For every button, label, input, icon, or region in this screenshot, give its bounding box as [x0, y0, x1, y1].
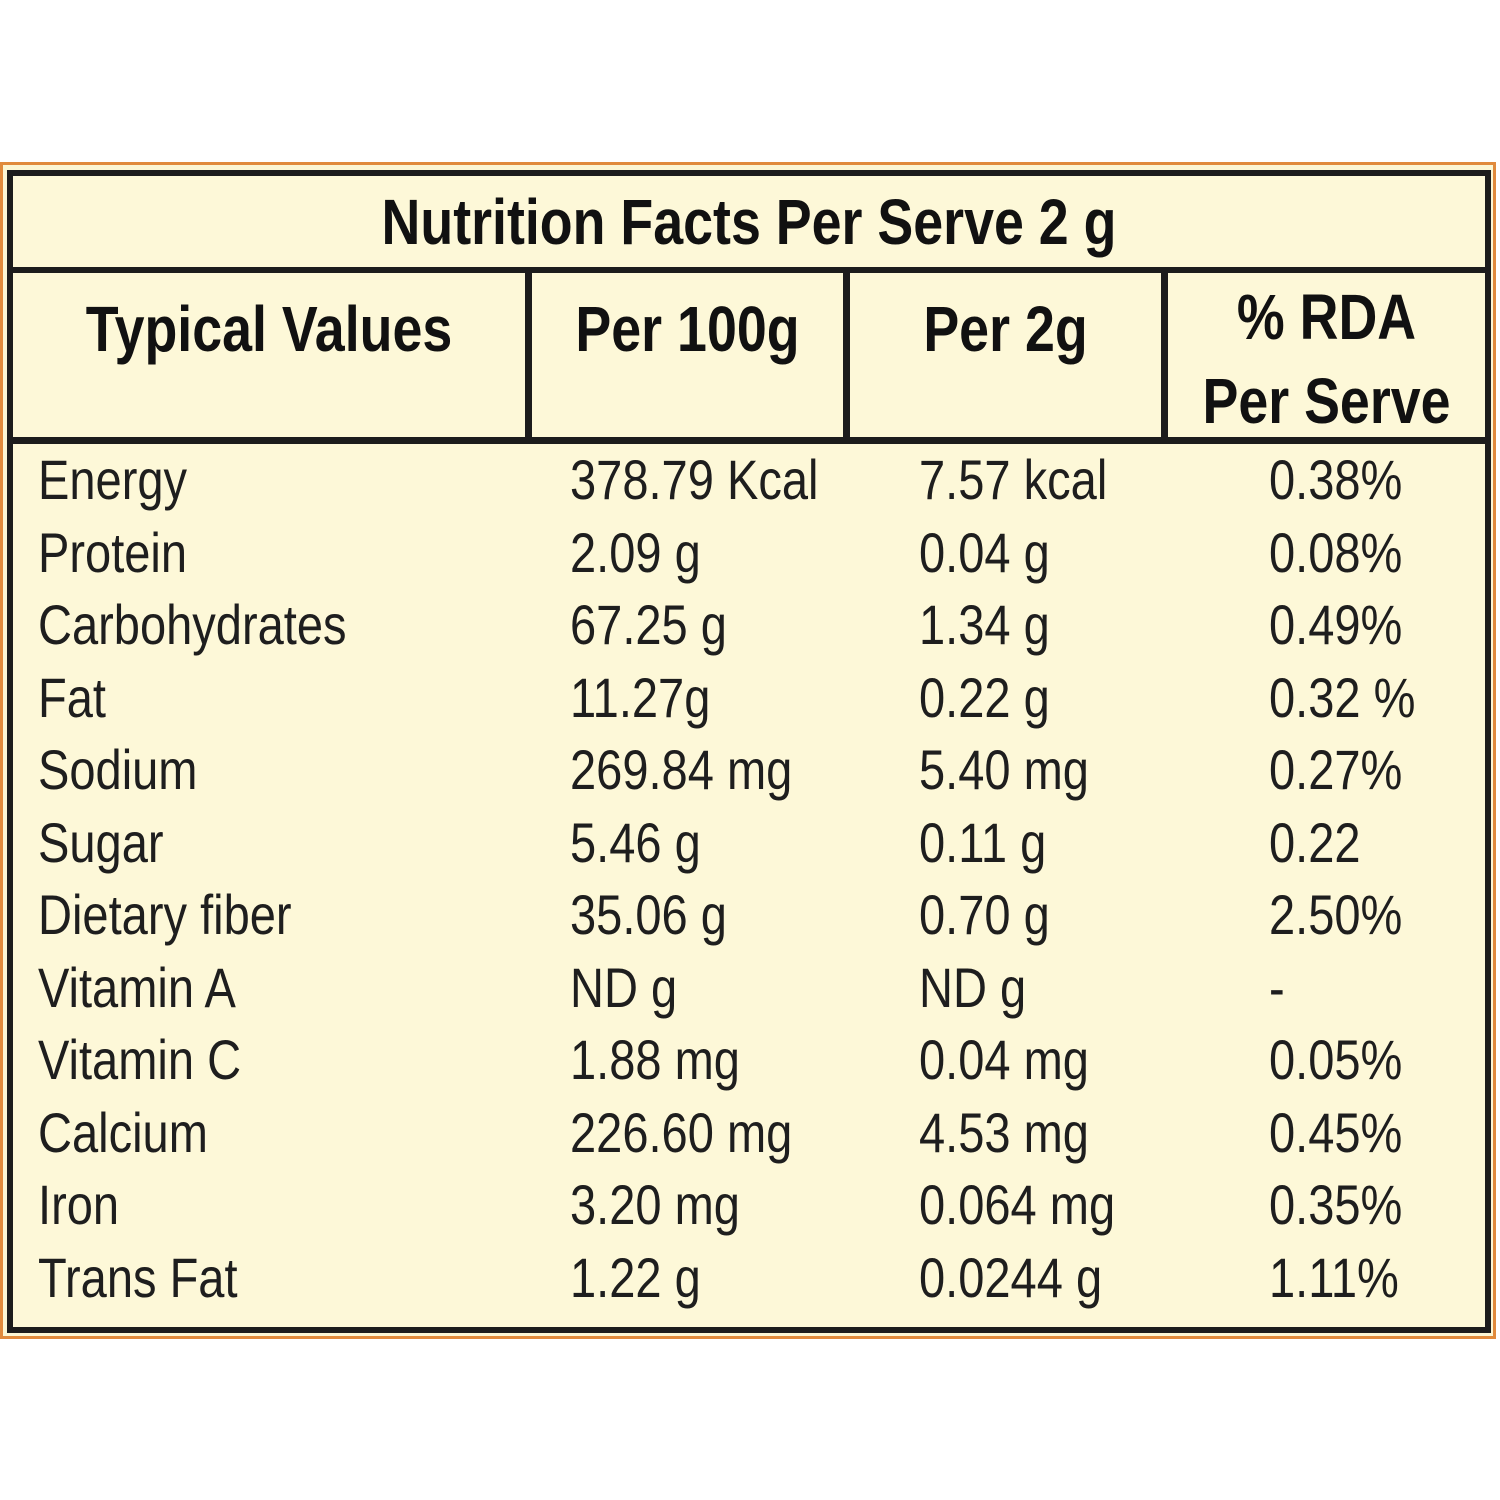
table-row: Vitamin C 1.88 mg 0.04 mg 0.05% — [13, 1024, 1485, 1097]
value-rda: 0.35% — [1269, 1173, 1403, 1236]
value-per-100g: 2.09 g — [570, 520, 701, 584]
value-rda: 0.22 — [1269, 810, 1361, 874]
value-per-100g: 226.60 mg — [570, 1100, 793, 1164]
table-row: Sodium 269.84 mg 5.40 mg 0.27% — [13, 734, 1485, 807]
nutrition-label-panel: Nutrition Facts Per Serve 2 g Typical Va… — [0, 162, 1496, 1339]
value-per-100g: ND g — [570, 955, 678, 1019]
value-per-2g: 1.34 g — [919, 593, 1050, 656]
value-per-100g: 3.20 mg — [570, 1173, 740, 1236]
header-row: Typical Values Per 100g Per 2g % RDA Per… — [13, 273, 1485, 444]
value-per-100g: 35.06 g — [570, 883, 727, 946]
table-row: Vitamin A ND g ND g - — [13, 952, 1485, 1025]
value-per-2g: 7.57 kcal — [919, 448, 1108, 511]
value-rda: - — [1269, 955, 1285, 1019]
value-per-100g: 5.46 g — [570, 810, 701, 874]
table-row: Carbohydrates 67.25 g 1.34 g 0.49% — [13, 589, 1485, 662]
nutrient-name: Vitamin C — [38, 1028, 242, 1091]
nutrient-name: Carbohydrates — [38, 593, 347, 656]
value-rda: 0.27% — [1269, 738, 1403, 801]
nutrient-name: Fat — [38, 665, 106, 729]
nutrient-name: Energy — [38, 448, 188, 511]
nutrient-name: Sodium — [38, 738, 198, 801]
value-rda: 0.32 % — [1269, 665, 1416, 729]
nutrient-name: Dietary fiber — [38, 883, 292, 946]
value-per-2g: 0.70 g — [919, 883, 1050, 946]
nutrition-facts-table: Nutrition Facts Per Serve 2 g Typical Va… — [7, 170, 1491, 1333]
nutrient-name: Calcium — [38, 1100, 208, 1164]
nutrient-name: Vitamin A — [38, 955, 236, 1019]
nutrient-name: Iron — [38, 1173, 120, 1236]
table-row: Trans Fat 1.22 g 0.0244 g 1.11% — [13, 1242, 1485, 1315]
value-per-100g: 1.22 g — [570, 1245, 701, 1309]
value-rda: 0.05% — [1269, 1028, 1403, 1091]
value-per-2g: 4.53 mg — [919, 1100, 1089, 1164]
value-rda: 2.50% — [1269, 883, 1403, 946]
value-per-100g: 67.25 g — [570, 593, 727, 656]
value-per-100g: 1.88 mg — [570, 1028, 740, 1091]
header-per-2g: Per 2g — [850, 273, 1168, 437]
table-body: Energy 378.79 Kcal 7.57 kcal 0.38% Protein 2.… — [13, 444, 1485, 1314]
header-typical-values: Typical Values — [13, 273, 532, 437]
table-title-bar: Nutrition Facts Per Serve 2 g — [13, 176, 1485, 273]
header-rda: % RDA Per Serve — [1168, 273, 1485, 437]
header-rda-line2: Per Serve — [1202, 365, 1451, 437]
value-per-2g: 0.064 mg — [919, 1173, 1116, 1236]
value-per-2g: 0.0244 g — [919, 1245, 1103, 1309]
value-rda: 0.08% — [1269, 520, 1403, 584]
value-rda: 0.45% — [1269, 1100, 1403, 1164]
value-rda: 1.11% — [1269, 1245, 1399, 1309]
value-per-100g: 269.84 mg — [570, 738, 793, 801]
value-rda: 0.38% — [1269, 448, 1403, 511]
table-row: Iron 3.20 mg 0.064 mg 0.35% — [13, 1169, 1485, 1242]
nutrient-name: Trans Fat — [38, 1245, 238, 1309]
header-per-100g-label: Per 100g — [575, 293, 800, 365]
value-per-2g: ND g — [919, 955, 1027, 1019]
table-row: Sugar 5.46 g 0.11 g 0.22 — [13, 807, 1485, 880]
header-rda-line1: % RDA — [1236, 281, 1417, 353]
value-per-2g: 0.04 mg — [919, 1028, 1089, 1091]
header-per-2g-label: Per 2g — [923, 293, 1088, 365]
value-rda: 0.49% — [1269, 593, 1403, 656]
value-per-2g: 5.40 mg — [919, 738, 1089, 801]
nutrient-name: Sugar — [38, 810, 164, 874]
table-row: Calcium 226.60 mg 4.53 mg 0.45% — [13, 1097, 1485, 1170]
value-per-2g: 0.04 g — [919, 520, 1050, 584]
table-row: Protein 2.09 g 0.04 g 0.08% — [13, 517, 1485, 590]
value-per-2g: 0.11 g — [919, 810, 1047, 874]
value-per-2g: 0.22 g — [919, 665, 1050, 729]
table-row: Dietary fiber 35.06 g 0.70 g 2.50% — [13, 879, 1485, 952]
table-row: Energy 378.79 Kcal 7.57 kcal 0.38% — [13, 444, 1485, 517]
table-row: Fat 11.27g 0.22 g 0.32 % — [13, 662, 1485, 735]
table-title: Nutrition Facts Per Serve 2 g — [381, 186, 1117, 258]
value-per-100g: 378.79 Kcal — [570, 448, 819, 511]
header-typical-values-label: Typical Values — [85, 293, 453, 365]
value-per-100g: 11.27g — [570, 665, 711, 729]
header-per-100g: Per 100g — [532, 273, 850, 437]
nutrient-name: Protein — [38, 520, 188, 584]
